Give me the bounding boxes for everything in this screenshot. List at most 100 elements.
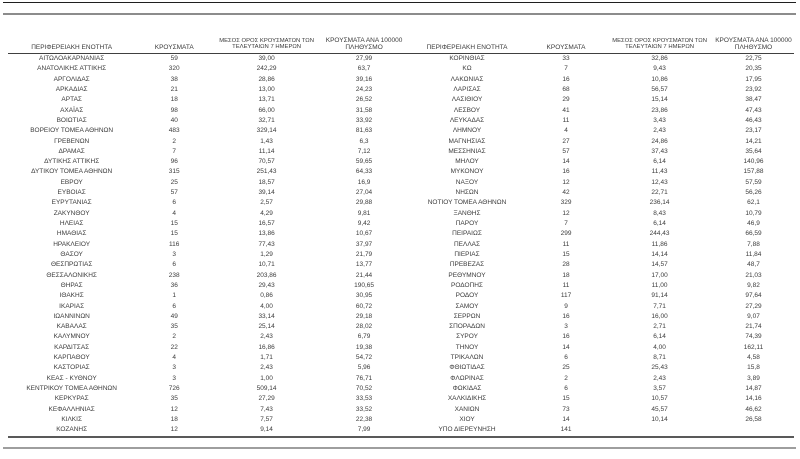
avg7-value: 91,14	[651, 292, 668, 300]
region-name: ΙΘΑΚΗΣ	[59, 292, 84, 300]
per100k-value: 81,63	[355, 127, 373, 135]
region-name: ΚΙΛΚΙΣ	[61, 415, 82, 423]
region-name: ΦΛΩΡΙΝΑΣ	[450, 374, 484, 382]
avg7-value: 13,00	[258, 85, 275, 93]
region-name: ΣΥΡΟΥ	[456, 333, 478, 341]
cases-value: 15	[170, 220, 178, 227]
header-avg7-right: ΜΕΣΟΣ ΟΡΟΣ ΚΡΟΥΣΜΑΤΩΝ ΤΩΝ ΤΕΛΕΥΤΑΙΩΝ 7 Η…	[612, 37, 707, 51]
table-row: ΕΒΡΟΥ 25 18,57 16,9 ΝΑΞΟΥ 12 12,43 57,59	[8, 178, 794, 188]
cases-value: 1	[172, 292, 177, 300]
cases-value: 3	[172, 374, 177, 382]
region-name: ΒΟΡΕΙΟΥ ΤΟΜΕΑ ΑΘΗΝΩΝ	[30, 127, 114, 135]
per100k-value: 29,18	[355, 312, 373, 320]
table-row: ΘΕΣΣΑΛΟΝΙΚΗΣ 238 203,86 21,44 ΡΕΘΥΜΝΟΥ 18 17,0…	[8, 271, 794, 281]
per100k-value: 6,3	[359, 137, 369, 145]
cases-value: 2	[172, 333, 177, 341]
per100k-value: 29,88	[355, 199, 373, 207]
per100k-value: 33,53	[355, 395, 373, 403]
avg7-value: 2,43	[260, 333, 273, 341]
cases-value: 7	[172, 147, 177, 155]
per100k-value: 64,33	[355, 168, 373, 176]
cases-value: 27	[562, 137, 570, 145]
cases-value: 15	[170, 230, 178, 238]
avg7-value: 70,57	[258, 158, 275, 166]
region-name: ΜΕΣΣΗΝΙΑΣ	[448, 147, 486, 155]
region-name: ΙΚΑΡΙΑΣ	[59, 302, 85, 310]
avg7-value: 23,86	[651, 106, 668, 114]
cases-value: 3	[172, 250, 177, 258]
table-row: ΚΕΦΑΛΛΗΝΙΑΣ 12 7,43 33,52 ΧΑΝΙΩΝ 73 45,57 46,62	[8, 405, 794, 415]
region-name: ΤΡΙΚΑΛΩΝ	[450, 354, 484, 362]
region-name: ΘΕΣΠΡΩΤΙΑΣ	[50, 261, 93, 269]
region-name: ΗΜΑΘΙΑΣ	[56, 230, 87, 238]
cases-value: 12	[170, 426, 178, 434]
cases-value: 116	[169, 240, 180, 248]
per100k-value: 10,67	[355, 230, 373, 238]
per100k-value: 35,64	[745, 147, 762, 155]
cases-value: 12	[562, 178, 570, 186]
cases-value: 68	[562, 85, 570, 93]
cases-value: 315	[168, 168, 180, 176]
per100k-value: 23,17	[745, 127, 762, 135]
cases-value: 16	[562, 75, 570, 83]
per100k-value: 97,64	[745, 292, 762, 300]
avg7-value: 3,43	[653, 116, 666, 124]
table-row: ΚΕΑΣ - ΚΥΘΝΟΥ 3 1,00 76,71 ΦΛΩΡΙΝΑΣ 2 2,43 3,89	[8, 374, 794, 384]
region-name: ΖΑΚΥΝΘΟΥ	[53, 209, 90, 217]
cases-value: 4	[172, 209, 177, 217]
region-name: ΒΟΙΩΤΙΑΣ	[56, 116, 87, 124]
per100k-value: 66,59	[745, 230, 762, 238]
regional-cases-table: ΠΕΡΙΦΕΡΕΙΑΚΗ ΕΝΟΤΗΤΑ ΚΡΟΥΣΜΑΤΑ ΜΕΣΟΣ ΟΡΟ…	[8, 26, 794, 438]
avg7-value: 8,71	[653, 354, 666, 362]
table-row: ΗΜΑΘΙΑΣ 15 13,86 10,67 ΠΕΙΡΑΙΩΣ 299 244,43 66,5…	[8, 229, 794, 239]
avg7-value: 32,71	[258, 116, 275, 124]
region-name: ΚΕΝΤΡΙΚΟΥ ΤΟΜΕΑ ΑΘΗΝΩΝ	[26, 385, 117, 392]
avg7-value: 9,14	[260, 426, 273, 434]
cases-value: 320	[168, 65, 180, 73]
table-row: ΒΟΡΕΙΟΥ ΤΟΜΕΑ ΑΘΗΝΩΝ 483 329,14 81,63 ΛΗΜΝΟΥ…	[8, 126, 794, 136]
cases-value: 25	[562, 364, 570, 372]
avg7-value: 7,71	[653, 302, 666, 310]
region-name: ΘΗΡΑΣ	[60, 281, 83, 289]
table-row: ΕΥΒΟΙΑΣ 57 39,14 27,04 ΝΗΣΩΝ 42 22,71 56,26	[8, 188, 794, 198]
avg7-value: 18,57	[258, 178, 275, 186]
avg7-value: 14,14	[651, 250, 668, 258]
avg7-value: 11,43	[651, 168, 668, 176]
header-region-left: ΠΕΡΙΦΕΡΕΙΑΚΗ ΕΝΟΤΗΤΑ	[31, 44, 113, 51]
region-name: ΝΗΣΩΝ	[455, 189, 479, 197]
region-name: ΑΝΑΤΟΛΙΚΗΣ ΑΤΤΙΚΗΣ	[37, 65, 107, 73]
per100k-value: 9,42	[357, 220, 371, 227]
region-name: ΛΕΣΒΟΥ	[453, 106, 481, 114]
cases-value: 483	[168, 127, 180, 135]
per100k-value: 9,07	[747, 312, 760, 320]
region-name: ΚΕΦΑΛΛΗΝΙΑΣ	[48, 405, 95, 413]
per100k-value: 56,26	[745, 189, 762, 197]
table-row: ΚΕΡΚΥΡΑΣ 35 27,29 33,53 ΧΑΛΚΙΔΙΚΗΣ 15 10,57 14,…	[8, 394, 794, 404]
avg7-value: 29,43	[258, 281, 275, 289]
avg7-value: 1,71	[260, 354, 273, 362]
region-name: ΕΒΡΟΥ	[60, 178, 83, 186]
cases-value: 73	[562, 405, 570, 413]
region-name: ΚΕΑΣ - ΚΥΘΝΟΥ	[46, 374, 97, 382]
table-row: ΒΟΙΩΤΙΑΣ 40 32,71 33,92 ΛΕΥΚΑΔΑΣ 11 3,43 46,43	[8, 116, 794, 126]
per100k-value: 7,88	[747, 240, 760, 248]
avg7-value: 242,29	[256, 65, 277, 73]
avg7-value: 509,14	[256, 385, 277, 392]
region-name: ΣΑΜΟΥ	[455, 302, 479, 310]
avg7-value: 32,86	[651, 55, 668, 62]
cases-value: 4	[564, 127, 568, 135]
cases-value: 36	[170, 281, 178, 289]
table-row: ΕΥΡΥΤΑΝΙΑΣ 6 2,57 29,88 ΝΟΤΙΟΥ ΤΟΜΕΑ ΑΘΗΝΩΝ 3…	[8, 198, 794, 208]
table-row: ΘΗΡΑΣ 36 29,43 190,65 ΡΟΔΟΠΗΣ 11 11,00 9,82	[8, 281, 794, 291]
table-row: ΑΝΑΤΟΛΙΚΗΣ ΑΤΤΙΚΗΣ 320 242,29 63,7 ΚΩ 7 9,43 20…	[8, 64, 794, 74]
region-name: ΠΑΡΟΥ	[455, 220, 479, 227]
per100k-value: 74,39	[745, 333, 762, 341]
avg7-value: 2,43	[653, 127, 666, 135]
table-row: ΚΟΖΑΝΗΣ 12 9,14 7,99 ΥΠΟ ΔΙΕΡΕΥΝΗΣΗ 141	[8, 425, 794, 435]
per100k-value: 23,92	[745, 85, 762, 93]
avg7-value: 14,57	[651, 261, 668, 269]
per100k-value: 19,38	[355, 343, 373, 351]
per100k-value: 14,16	[745, 395, 762, 403]
per100k-value: 14,87	[745, 385, 762, 392]
region-name: ΦΘΙΩΤΙΔΑΣ	[449, 364, 485, 372]
